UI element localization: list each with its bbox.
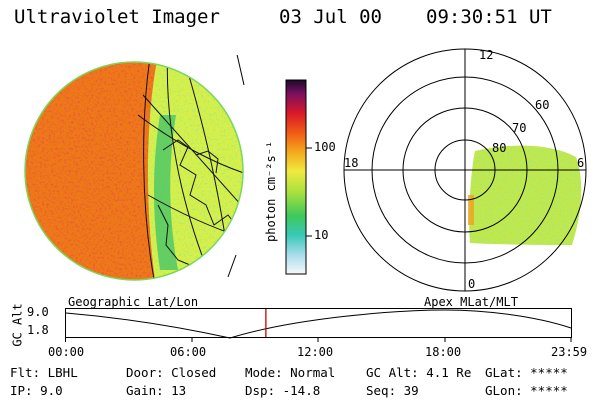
- instrument-title: Ultraviolet Imager: [14, 6, 220, 28]
- gc-alt-info: GC Alt: 4.1 Re: [366, 365, 472, 380]
- lat-label-60: 60: [535, 98, 550, 112]
- polar-caption: Apex MLat/MLT: [424, 295, 518, 309]
- seq-info: Seq: 39: [366, 383, 419, 398]
- x-tick-0600: 06:00: [170, 345, 207, 359]
- altitude-ylabel: GC Alt: [10, 303, 25, 347]
- gain-info: Gain: 13: [126, 383, 187, 398]
- filter-info: Flt: LBHL: [10, 365, 78, 380]
- date-label: 03 Jul 00: [279, 6, 382, 28]
- x-tick-0000: 00:00: [48, 345, 85, 359]
- mlt-label-18: 18: [344, 156, 359, 170]
- altitude-tick-1-8: 1.8: [27, 323, 49, 337]
- colorbar: [285, 79, 312, 275]
- colorbar-tick-10: 10: [314, 228, 329, 242]
- polar-plot: [343, 48, 587, 292]
- door-info: Door: Closed: [126, 365, 217, 380]
- mlt-label-0: 0: [468, 277, 476, 291]
- x-tick-1200: 12:00: [297, 345, 334, 359]
- x-tick-2359: 23:59: [551, 345, 588, 359]
- dsp-info: Dsp: -14.8: [245, 383, 321, 398]
- ip-info: IP: 9.0: [10, 383, 63, 398]
- glon-info: GLon: *****: [485, 383, 568, 398]
- lat-label-70: 70: [512, 121, 527, 135]
- mlt-label-6: 6: [577, 156, 585, 170]
- globe-image: [24, 55, 245, 281]
- time-label: 09:30:51 UT: [426, 6, 552, 28]
- colorbar-tick-100: 100: [314, 140, 336, 154]
- altitude-timeline: [65, 308, 572, 342]
- colorbar-unit-label: photon cm⁻²s⁻¹: [264, 140, 278, 242]
- mode-info: Mode: Normal: [245, 365, 336, 380]
- globe-caption: Geographic Lat/Lon: [68, 295, 199, 309]
- glat-info: GLat: *****: [485, 365, 568, 380]
- lat-label-80: 80: [492, 141, 507, 155]
- mlt-label-12: 12: [479, 48, 494, 62]
- altitude-tick-9: 9.0: [27, 305, 49, 319]
- x-tick-1800: 18:00: [425, 345, 462, 359]
